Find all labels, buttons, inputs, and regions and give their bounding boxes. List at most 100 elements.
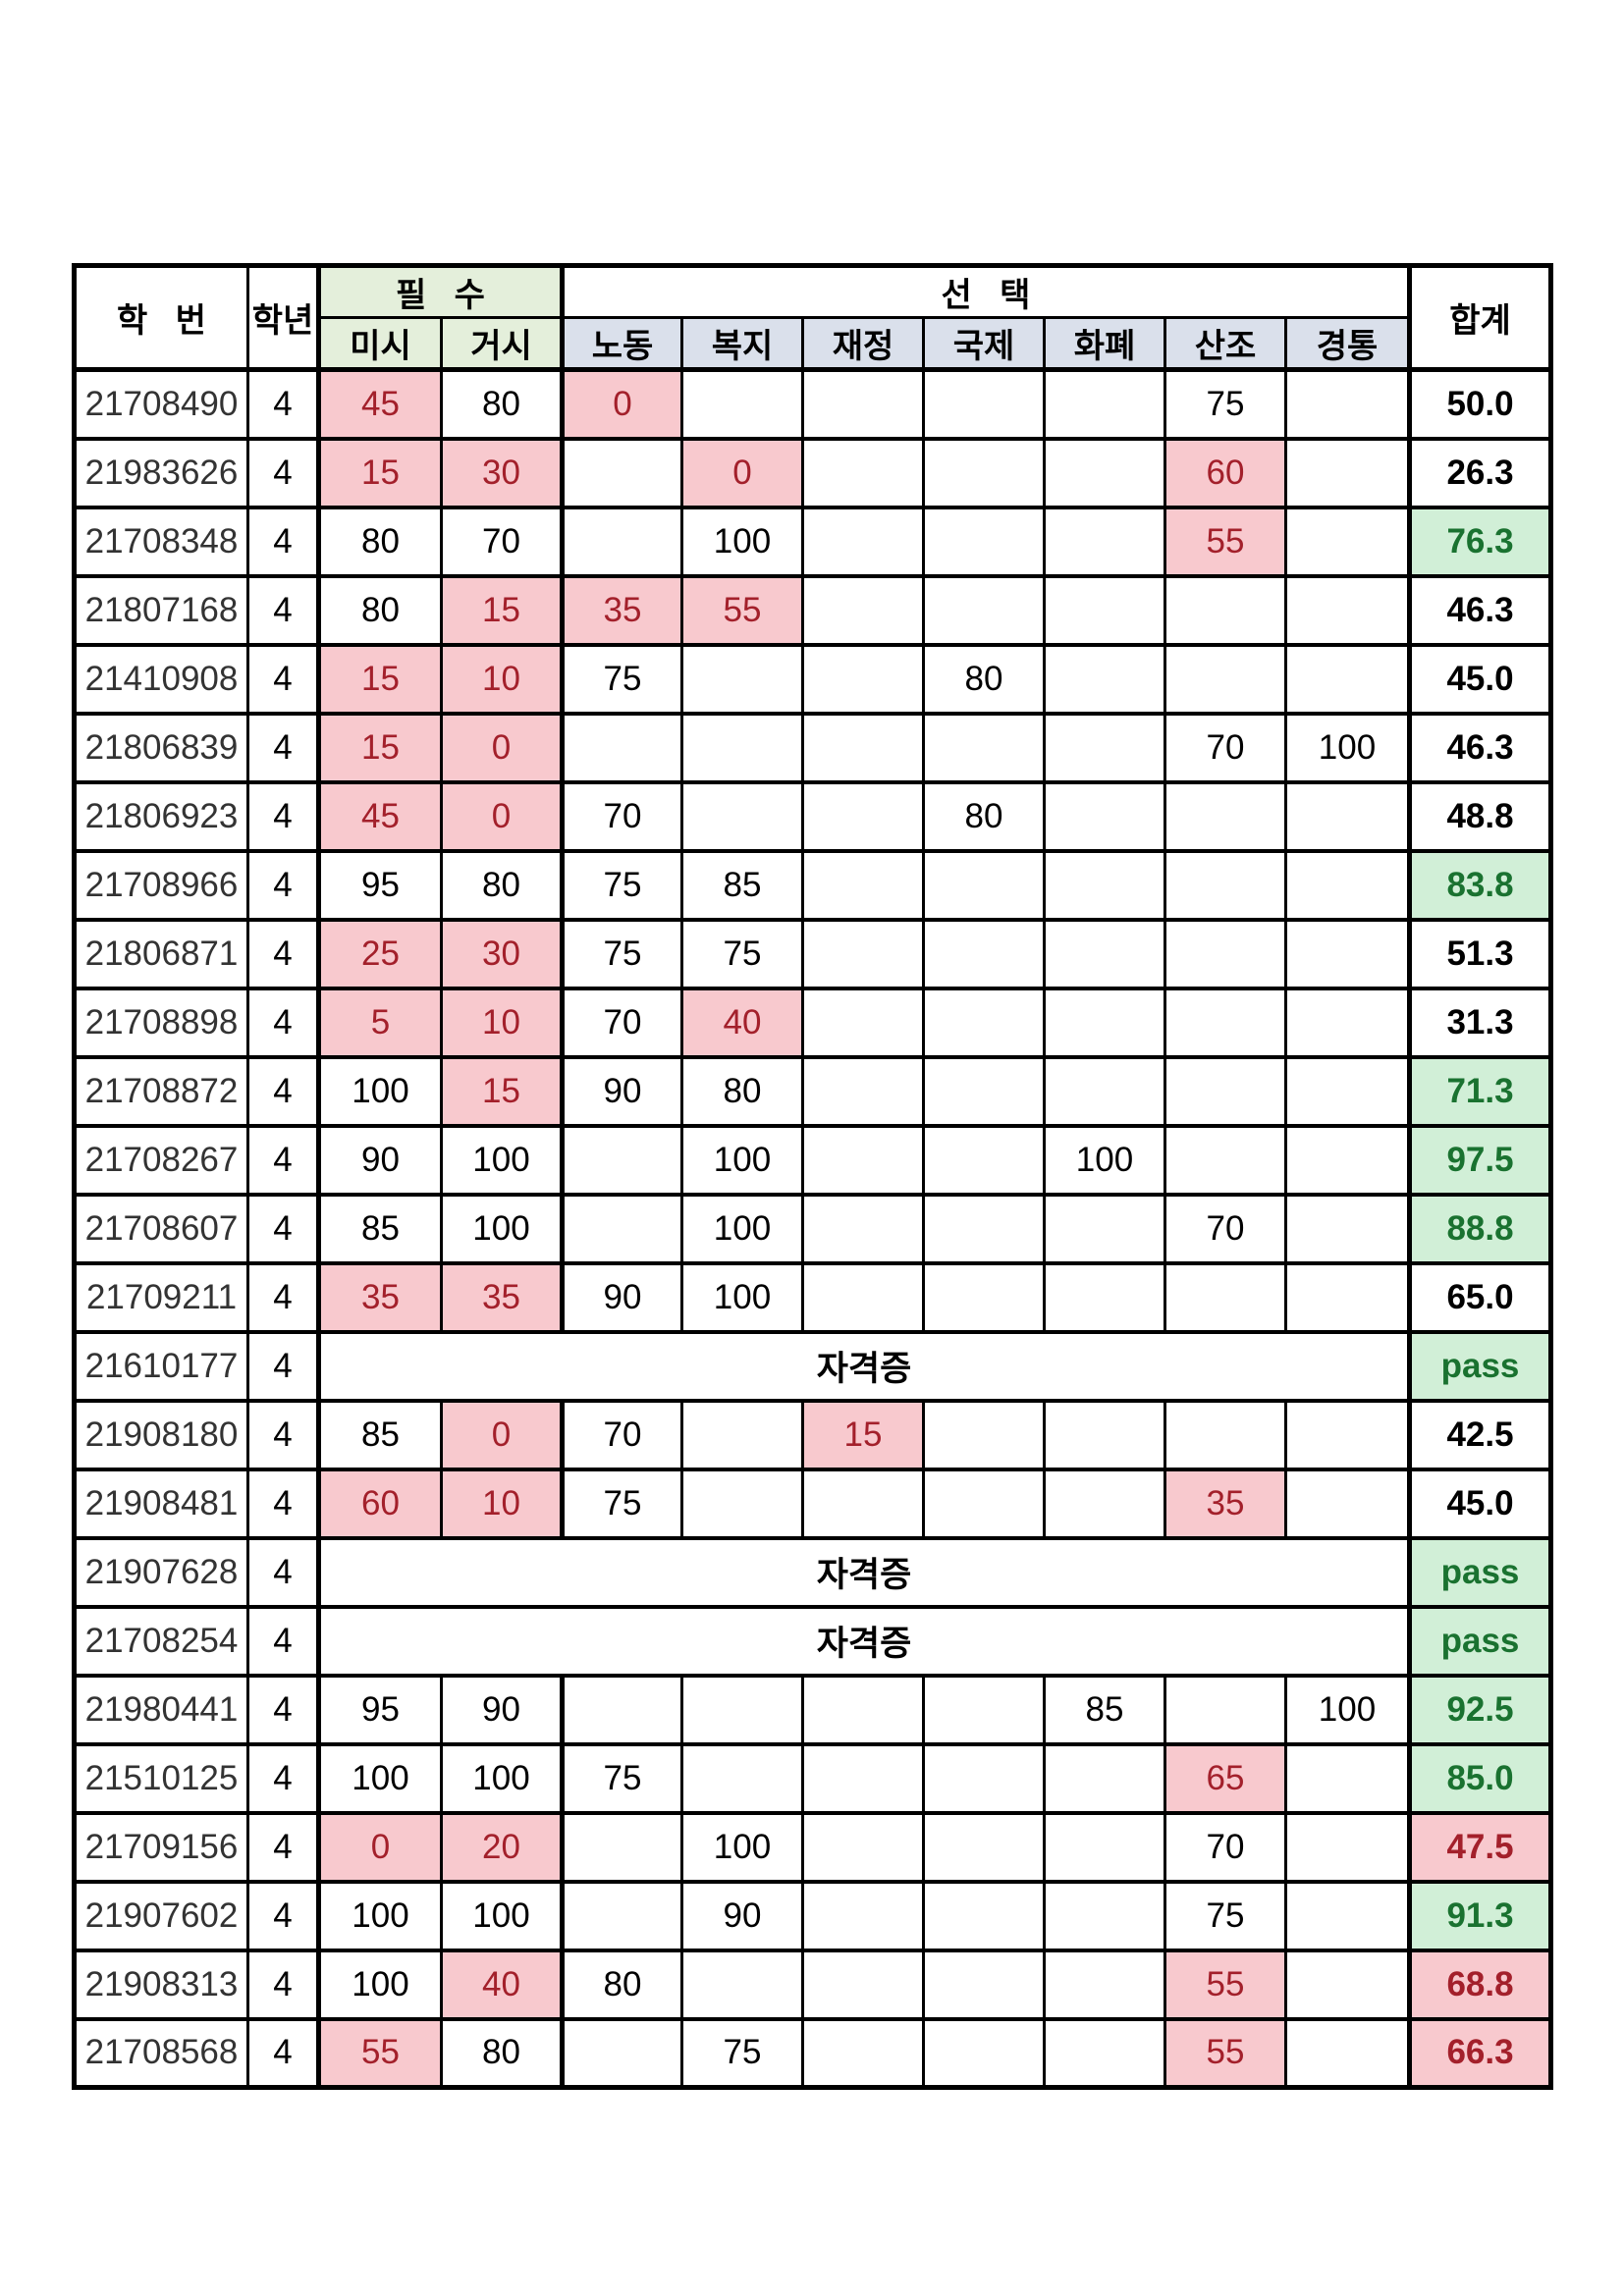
year-cell: 4: [246, 1467, 320, 1540]
total-cell: 45.0: [1407, 1467, 1552, 1540]
score-cell: [1284, 917, 1411, 990]
year-cell: 4: [246, 1260, 320, 1334]
table-row: 21908481 4 60 10 75 35 45.0: [73, 1467, 1552, 1540]
score-cell: 75: [560, 1467, 683, 1540]
score-cell: [1284, 1948, 1411, 2021]
score-cell: 75: [560, 1741, 683, 1815]
year-cell: 4: [246, 1329, 320, 1403]
score-cell: 100: [316, 1054, 443, 1128]
score-cell: 80: [440, 367, 564, 441]
header-year: 학년: [246, 264, 320, 372]
student-id-cell: 21709211: [73, 1260, 249, 1334]
table-row: 21708607 4 85 100 100 70 88.8: [73, 1192, 1552, 1265]
score-cell: 55: [316, 2016, 443, 2090]
table-row: 21410908 4 15 10 75 80 45.0: [73, 642, 1552, 716]
certificate-cell: 자격증: [316, 1329, 1411, 1403]
score-cell: 30: [440, 436, 564, 509]
certificate-cell: 자격증: [316, 1604, 1411, 1678]
table-row: 21709156 4 0 20 100 70 47.5: [73, 1810, 1552, 1884]
table-row: 21907628 4 자격증 pass: [73, 1535, 1552, 1609]
score-cell: 100: [680, 505, 804, 578]
score-cell: 90: [560, 1260, 683, 1334]
year-cell: 4: [246, 1741, 320, 1815]
score-cell: [1043, 917, 1166, 990]
score-cell: [922, 848, 1046, 922]
grade-sheet: 학 번 학년 필 수 선 택 합계 미시 거시 노동 복지 재정 국제 화폐 산조 경통 217…: [72, 263, 1553, 2090]
header-total: 합계: [1407, 264, 1552, 372]
score-cell: 25: [316, 917, 443, 990]
table-row: 21709211 4 35 35 90 100 65.0: [73, 1260, 1552, 1334]
score-cell: [922, 1467, 1046, 1540]
table-row: 21708872 4 100 15 90 80 71.3: [73, 1054, 1552, 1128]
score-cell: [680, 779, 804, 853]
score-cell: [1043, 1398, 1166, 1471]
score-cell: 95: [316, 848, 443, 922]
score-cell: 100: [440, 1192, 564, 1265]
score-cell: 70: [560, 1398, 683, 1471]
score-cell: 80: [440, 2016, 564, 2090]
score-cell: [922, 1948, 1046, 2021]
header-required-group: 필 수: [316, 264, 564, 319]
score-cell: [1164, 1260, 1287, 1334]
score-cell: [922, 1810, 1046, 1884]
score-cell: [801, 1879, 925, 1952]
total-cell: 48.8: [1407, 779, 1552, 853]
score-cell: 100: [680, 1192, 804, 1265]
score-cell: [1043, 1948, 1166, 2021]
score-cell: [801, 917, 925, 990]
score-cell: [1284, 1398, 1411, 1471]
score-cell: [680, 642, 804, 716]
score-cell: [560, 1192, 683, 1265]
score-cell: [922, 1054, 1046, 1128]
score-cell: [1043, 986, 1166, 1059]
score-cell: [1284, 1054, 1411, 1128]
score-cell: [1164, 573, 1287, 647]
student-id-cell: 21806871: [73, 917, 249, 990]
score-cell: 90: [440, 1673, 564, 1746]
year-cell: 4: [246, 779, 320, 853]
score-cell: 15: [440, 573, 564, 647]
total-cell: 71.3: [1407, 1054, 1552, 1128]
score-cell: 80: [560, 1948, 683, 2021]
total-cell: pass: [1407, 1329, 1552, 1403]
total-cell: 68.8: [1407, 1948, 1552, 2021]
score-cell: [680, 1948, 804, 2021]
score-cell: 75: [1164, 367, 1287, 441]
score-cell: [560, 436, 683, 509]
score-cell: [922, 986, 1046, 1059]
score-cell: [1284, 1467, 1411, 1540]
score-cell: [1043, 1741, 1166, 1815]
score-cell: 70: [560, 779, 683, 853]
score-cell: 35: [1164, 1467, 1287, 1540]
table-row: 21708348 4 80 70 100 55 76.3: [73, 505, 1552, 578]
table-row: 21807168 4 80 15 35 55 46.3: [73, 573, 1552, 647]
total-cell: 97.5: [1407, 1123, 1552, 1197]
student-id-cell: 21908180: [73, 1398, 249, 1471]
score-cell: [801, 505, 925, 578]
total-cell: 66.3: [1407, 2016, 1552, 2090]
score-cell: [801, 1260, 925, 1334]
table-row: 21610177 4 자격증 pass: [73, 1329, 1552, 1403]
score-cell: [801, 1673, 925, 1746]
score-cell: [922, 505, 1046, 578]
total-cell: 31.3: [1407, 986, 1552, 1059]
total-cell: 50.0: [1407, 367, 1552, 441]
score-cell: [801, 779, 925, 853]
score-cell: 0: [440, 711, 564, 784]
score-cell: 100: [316, 1741, 443, 1815]
score-cell: 90: [680, 1879, 804, 1952]
year-cell: 4: [246, 2016, 320, 2090]
table-row: 21708490 4 45 80 0 75 50.0: [73, 367, 1552, 441]
score-cell: 85: [316, 1192, 443, 1265]
score-cell: [560, 1879, 683, 1952]
score-cell: 0: [560, 367, 683, 441]
total-cell: 91.3: [1407, 1879, 1552, 1952]
score-cell: 70: [1164, 1192, 1287, 1265]
student-id-cell: 21806923: [73, 779, 249, 853]
year-cell: 4: [246, 1054, 320, 1128]
score-cell: [1043, 848, 1166, 922]
total-cell: 46.3: [1407, 711, 1552, 784]
year-cell: 4: [246, 505, 320, 578]
score-cell: 45: [316, 779, 443, 853]
score-cell: 10: [440, 642, 564, 716]
